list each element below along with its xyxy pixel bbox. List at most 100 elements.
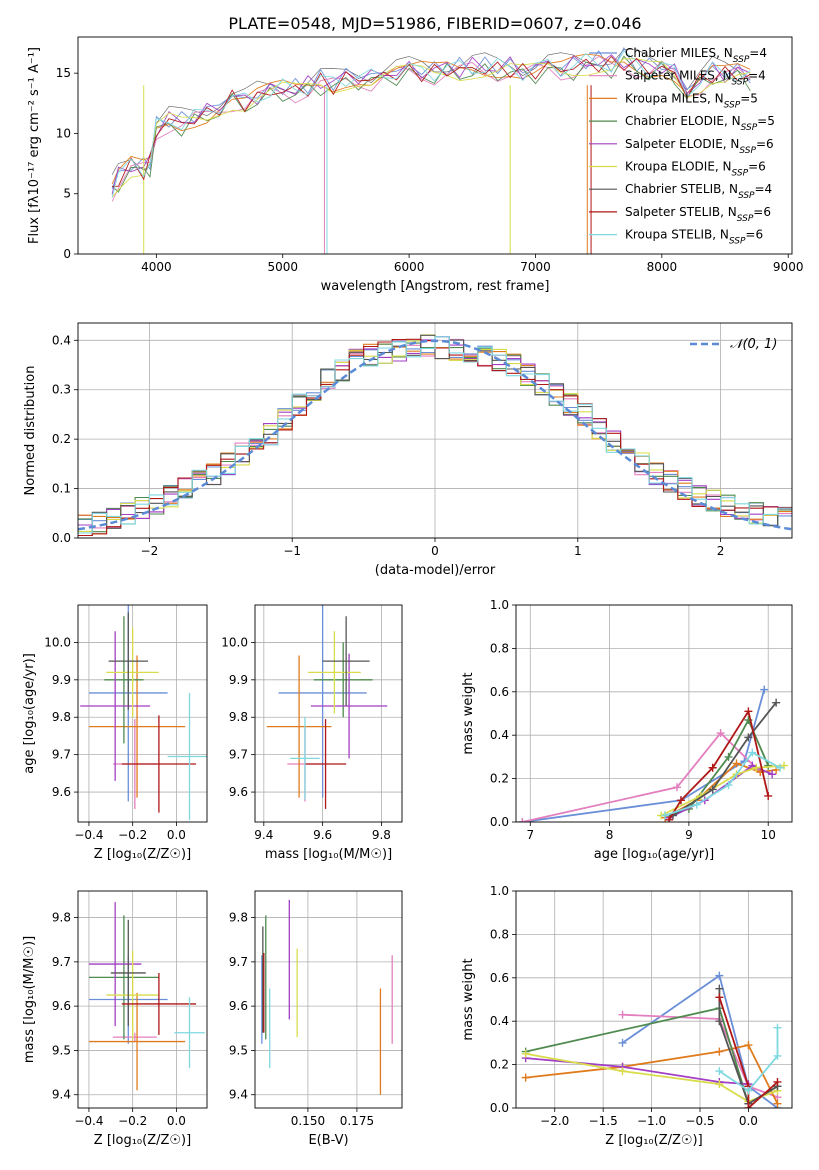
y-tick-label: 9.6 [229, 999, 248, 1013]
grid-lines [255, 891, 402, 1108]
plot-area [80, 605, 207, 821]
mass-weight-marker [764, 791, 773, 800]
mass-weight-marker [772, 698, 781, 707]
y-tick-label: 0.3 [52, 383, 71, 397]
mass-weight-marker [518, 818, 527, 822]
x-tick-label: 0.0 [167, 1114, 186, 1128]
x-tick-label: 2 [717, 544, 725, 558]
tick-labels: −2.0 −1.5 −1.0 −0.5 0.0 0.0 0.2 0.4 0.6 0.8 1.0 [490, 884, 758, 1128]
tick-labels: 4000 5000 6000 7000 8000 9000 0 5 10 15 [56, 66, 804, 274]
mass-weight-marker [521, 1073, 530, 1082]
y-tick-label: 9.9 [229, 673, 248, 687]
x-tick-label: 10 [761, 828, 776, 842]
y-tick-label: 0.0 [52, 531, 71, 545]
y-tick-label: 0.6 [490, 971, 509, 985]
y-tick-label: 0.4 [52, 333, 71, 347]
y-tick-label: 0.8 [490, 641, 509, 655]
y-tick-label: 9.4 [52, 1088, 71, 1102]
x-tick-label: −2 [141, 544, 159, 558]
mass-weight-marker [773, 1099, 782, 1108]
y-tick-label: 5 [63, 187, 71, 201]
axes-frame [254, 890, 403, 1109]
tick-labels: −0.4 −0.2 0.0 9.4 9.5 9.6 9.7 9.8 [52, 911, 186, 1128]
mass-weight-marker [760, 685, 769, 694]
plot-area [266, 605, 388, 809]
mass-weight-marker [744, 1104, 753, 1108]
mass-weight-vs-metallicity-panel: −2.0 −1.5 −1.0 −0.5 0.0 0.0 0.2 0.4 0.6 0.8 1.0 Z [… [461, 884, 793, 1148]
y-tick-label: 0 [63, 247, 71, 261]
x-tick-label: 9.4 [254, 828, 273, 842]
mass-vs-ebv-panel: 0.150 0.175 9.4 9.5 9.6 9.7 9.8 E(B-V) [229, 890, 403, 1148]
mass-weight-marker [773, 1077, 782, 1086]
mass-weight-line [522, 731, 761, 822]
x-axis-label: (data-model)/error [375, 563, 496, 578]
y-tick-label: 0.2 [490, 1058, 509, 1072]
y-tick-label: 15 [56, 66, 71, 80]
age-vs-metallicity-panel: −0.4 −0.2 0.0 9.6 9.7 9.8 9.9 10.0 Z [log₁₀(Z/Z☉… [22, 604, 208, 862]
y-tick-label: 10.0 [44, 635, 71, 649]
y-tick-label: 9.6 [52, 785, 71, 799]
grid-lines [255, 605, 402, 822]
mass-weight-line [525, 1057, 749, 1085]
x-tick-label: 5000 [267, 260, 298, 274]
mass-weight-marker [716, 729, 725, 738]
y-tick-label: 1.0 [490, 598, 509, 612]
tick-labels: 0.150 0.175 9.4 9.5 9.6 9.7 9.8 [229, 911, 374, 1128]
y-axis-label: mass weight [461, 672, 476, 754]
legend-entry: Salpeter ELODIE, NSSP=6 [625, 137, 774, 156]
x-tick-label: −0.2 [118, 828, 147, 842]
axes-frame [515, 890, 793, 1109]
x-axis-label: Z [log₁₀(Z/Z☉)] [94, 847, 191, 862]
mass-weight-marker [764, 761, 773, 770]
plot-area [78, 334, 792, 537]
plot-area [521, 971, 782, 1108]
y-tick-label: 0.0 [490, 1101, 509, 1115]
mass-weight-marker [661, 811, 670, 820]
mass-weight-marker [744, 733, 753, 742]
x-axis-label: mass [log₁₀(M/M☉)] [265, 847, 392, 862]
y-tick-label: 0.2 [52, 432, 71, 446]
y-axis-label: Flux [fλ10⁻¹⁷ erg cm⁻² s⁻¹ A⁻¹] [27, 47, 42, 244]
legend-entry: Salpeter STELIB, NSSP=6 [625, 205, 771, 224]
mass-weight-line [718, 1027, 779, 1092]
x-axis-label: Z [log₁₀(Z/Z☉)] [94, 1133, 191, 1148]
y-axis-label: mass [log₁₀(M/M☉)] [22, 936, 37, 1063]
x-tick-label: 7000 [520, 260, 551, 274]
normal-curve [78, 339, 792, 531]
tick-labels: −0.4 −0.2 0.0 9.6 9.7 9.8 9.9 10.0 [44, 635, 186, 842]
mass-weight-marker [768, 770, 777, 779]
tick-labels: 9.4 9.6 9.8 9.6 9.7 9.8 9.9 10.0 [221, 635, 391, 842]
mass-weight-marker [715, 984, 724, 993]
mass-weight-marker [618, 1038, 627, 1047]
mass-weight-marker [715, 1047, 724, 1056]
y-tick-label: 9.5 [229, 1043, 248, 1057]
y-tick-label: 0.0 [490, 815, 509, 829]
mass-weight-marker [748, 748, 757, 757]
mass-weight-marker [744, 1086, 753, 1095]
normal-legend-label: 𝒩(0, 1) [730, 337, 777, 352]
y-tick-label: 1.0 [490, 884, 509, 898]
y-tick-label: 9.5 [52, 1043, 71, 1057]
x-tick-label: −0.2 [118, 1114, 147, 1128]
x-tick-label: 0.0 [167, 828, 186, 842]
legend-entry: Chabrier MILES, NSSP=4 [625, 46, 767, 65]
x-tick-label: 9 [685, 828, 693, 842]
y-axis-label: mass weight [461, 958, 476, 1040]
spectrum-line-chabrier-elodie [111, 55, 751, 193]
mass-weight-marker [732, 759, 741, 768]
tick-labels: 7 8 9 10 0.0 0.2 0.4 0.6 0.8 1.0 [490, 598, 776, 842]
y-tick-label: 9.7 [229, 955, 248, 969]
mass-weight-marker [676, 796, 685, 805]
mass-weight-marker [724, 752, 733, 761]
mass-weight-marker [618, 1010, 627, 1019]
mass-weight-marker [673, 783, 681, 792]
mass-weight-marker [715, 1067, 724, 1076]
mass-weight-marker [708, 785, 717, 794]
mass-weight-marker [773, 1023, 782, 1032]
mass-weight-line [622, 1013, 778, 1099]
plot-area [261, 899, 393, 1095]
axes-frame [77, 322, 793, 539]
mass-weight-line [668, 764, 773, 819]
x-tick-label: 8000 [647, 260, 678, 274]
